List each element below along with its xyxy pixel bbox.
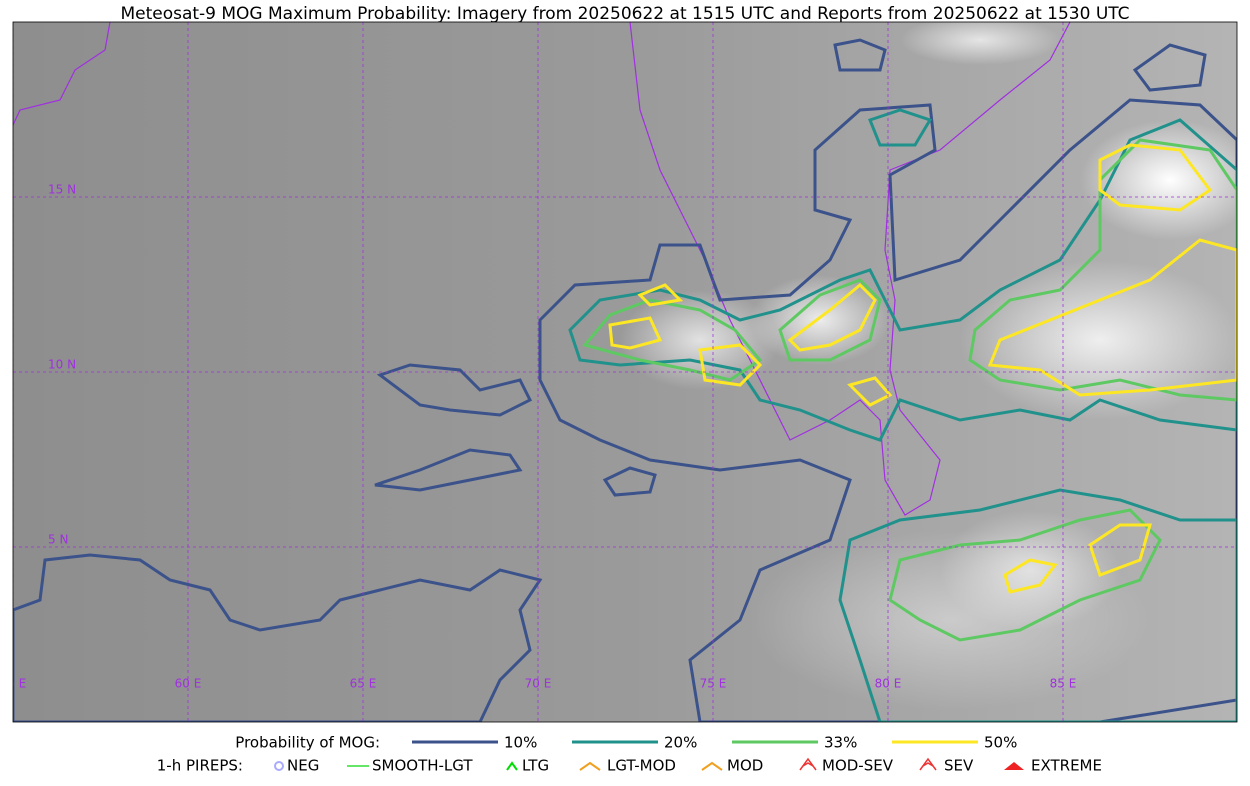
longitude-label: 80 E	[875, 677, 902, 691]
contours	[13, 38, 1237, 722]
legend-label: SMOOTH-LGT	[372, 757, 473, 775]
longitude-label: 85 E	[1050, 677, 1077, 691]
legend-label: 50%	[984, 734, 1017, 752]
longitude-label: 75 E	[700, 677, 727, 691]
latitude-label: 10 N	[48, 358, 76, 372]
legend-label: SEV	[944, 757, 974, 775]
latitude-label: 5 N	[48, 533, 68, 547]
map-frame	[12, 21, 1238, 723]
extreme-icon	[1004, 762, 1024, 770]
longitude-label: 70 E	[525, 677, 552, 691]
legend-label: LGT-MOD	[607, 757, 676, 775]
mod-sev-icon	[799, 757, 817, 771]
lgt-mod-icon	[579, 761, 601, 771]
neg-icon	[274, 761, 284, 771]
legend-title: Probability of MOG:	[235, 734, 380, 752]
sev-icon	[919, 757, 937, 771]
legend-label: MOD	[727, 757, 763, 775]
longitude-label: 60 E	[175, 677, 202, 691]
ltg-icon	[506, 761, 518, 771]
legend-label: 20%	[664, 734, 697, 752]
legend-label: EXTREME	[1031, 757, 1102, 775]
probability-legend: Probability of MOG: 10% 20% 33% 50%	[235, 734, 1017, 752]
latitude-label: 15 N	[48, 183, 76, 197]
mod-icon	[701, 761, 723, 771]
legend-label: LTG	[522, 757, 549, 775]
legend-label: 33%	[824, 734, 857, 752]
map: 55 E 60 E 65 E 70 E 75 E 80 E 85 E 15 N 10 N 5 N	[0, 22, 1237, 722]
title: Meteosat-9 MOG Maximum Probability: Imag…	[120, 4, 1129, 24]
legend-label: NEG	[287, 757, 319, 775]
legend-label: MOD-SEV	[822, 757, 894, 775]
pirep-legend: 1-h PIREPS: NEG SMOOTH-LGT LTG LGT-MOD M…	[157, 757, 1102, 775]
longitude-label: 65 E	[350, 677, 377, 691]
graticule: 55 E 60 E 65 E 70 E 75 E 80 E 85 E 15 N 10 N 5 N	[0, 22, 1237, 722]
legend-title: 1-h PIREPS:	[157, 757, 243, 775]
longitude-label: 55 E	[0, 677, 26, 691]
clouds	[620, 22, 1237, 710]
legend-label: 10%	[504, 734, 537, 752]
